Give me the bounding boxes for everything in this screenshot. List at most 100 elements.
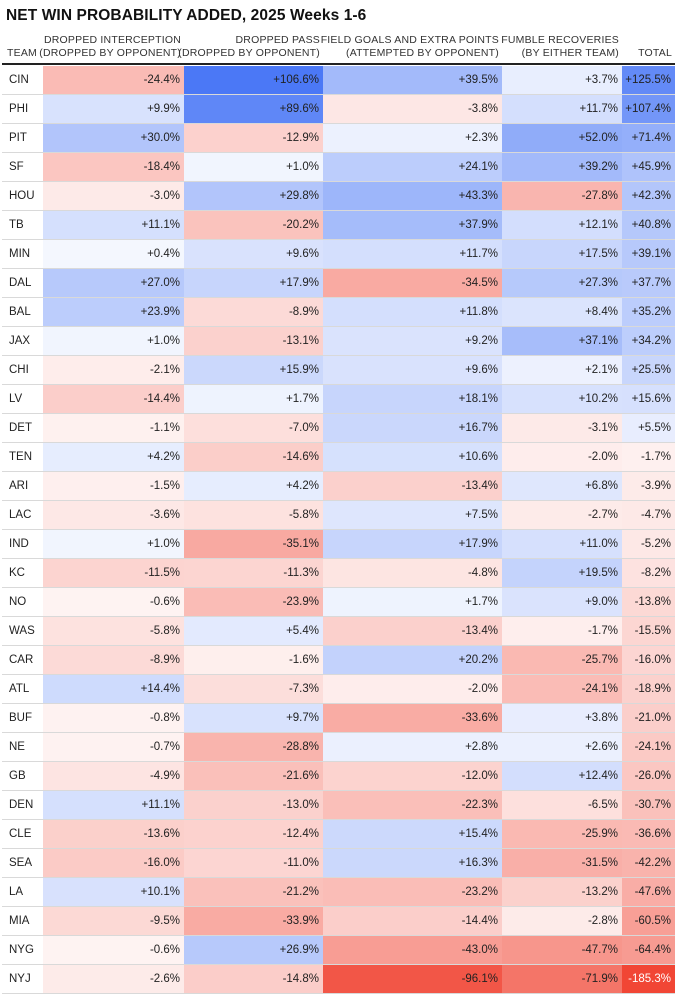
value-cell-fg: -12.0% <box>323 762 502 790</box>
value-cell-fg: +17.9% <box>323 530 502 558</box>
value-cell-di: -5.8% <box>43 617 184 645</box>
value-cell-fg: +2.3% <box>323 124 502 152</box>
value-cell-dp: -11.0% <box>184 849 323 877</box>
value-cell-total: -15.5% <box>622 617 675 645</box>
column-header-line: (ATTEMPTED BY OPPONENT) <box>346 47 499 59</box>
value-cell-dp: +26.9% <box>184 936 323 964</box>
team-cell: KC <box>9 567 25 579</box>
team-cell: TEN <box>9 451 32 463</box>
value-cell-dp: +29.8% <box>184 182 323 210</box>
value-cell-di: +11.1% <box>43 791 184 819</box>
value-cell-dp: -8.9% <box>184 298 323 326</box>
value-cell-fg: -43.0% <box>323 936 502 964</box>
value-cell-total: -5.2% <box>622 530 675 558</box>
value-cell-fr: +12.1% <box>502 211 622 239</box>
value-cell-total: +45.9% <box>622 153 675 181</box>
value-cell-fg: +43.3% <box>323 182 502 210</box>
row-divider <box>2 268 675 269</box>
value-cell-dp: -7.0% <box>184 414 323 442</box>
value-cell-fr: -31.5% <box>502 849 622 877</box>
value-cell-dp: +89.6% <box>184 95 323 123</box>
value-cell-fr: +37.1% <box>502 327 622 355</box>
value-cell-fr: +19.5% <box>502 559 622 587</box>
team-cell: NYJ <box>9 973 31 985</box>
value-cell-fg: +9.2% <box>323 327 502 355</box>
team-cell: GB <box>9 770 26 782</box>
value-cell-fg: -13.4% <box>323 472 502 500</box>
value-cell-di: -0.6% <box>43 588 184 616</box>
column-header-fg: FIELD GOALS AND EXTRA POINTS (ATTEMPTED B… <box>321 34 499 60</box>
value-cell-fr: -3.1% <box>502 414 622 442</box>
value-cell-fr: -2.8% <box>502 907 622 935</box>
row-divider <box>2 906 675 907</box>
value-cell-di: +23.9% <box>43 298 184 326</box>
value-cell-fr: +17.5% <box>502 240 622 268</box>
row-divider <box>2 935 675 936</box>
row-divider <box>2 790 675 791</box>
value-cell-total: +25.5% <box>622 356 675 384</box>
value-cell-dp: +15.9% <box>184 356 323 384</box>
value-cell-total: +107.4% <box>622 95 675 123</box>
value-cell-fr: -25.9% <box>502 820 622 848</box>
column-header-line: (DROPPED BY OPPONENT) <box>39 47 181 59</box>
value-cell-dp: +5.4% <box>184 617 323 645</box>
team-cell: PHI <box>9 103 29 115</box>
value-cell-fr: +12.4% <box>502 762 622 790</box>
row-divider <box>2 674 675 675</box>
team-cell: CIN <box>9 74 29 86</box>
value-cell-total: +34.2% <box>622 327 675 355</box>
value-cell-total: -4.7% <box>622 501 675 529</box>
team-cell: IND <box>9 538 29 550</box>
row-divider <box>2 819 675 820</box>
column-header-line: (DROPPED BY OPPONENT) <box>178 47 320 59</box>
value-cell-total: +35.2% <box>622 298 675 326</box>
value-cell-fr: +3.8% <box>502 704 622 732</box>
value-cell-fg: +9.6% <box>323 356 502 384</box>
row-divider <box>2 761 675 762</box>
value-cell-dp: +9.6% <box>184 240 323 268</box>
value-cell-dp: -12.9% <box>184 124 323 152</box>
header-rule <box>2 63 675 65</box>
row-divider <box>2 848 675 849</box>
value-cell-fg: -22.3% <box>323 791 502 819</box>
value-cell-di: -0.6% <box>43 936 184 964</box>
value-cell-fg: +11.8% <box>323 298 502 326</box>
value-cell-di: +14.4% <box>43 675 184 703</box>
value-cell-fr: +6.8% <box>502 472 622 500</box>
value-cell-fg: -33.6% <box>323 704 502 732</box>
value-cell-di: +27.0% <box>43 269 184 297</box>
value-cell-di: -24.4% <box>43 66 184 94</box>
column-header-total: TOTAL <box>638 34 672 60</box>
value-cell-dp: -13.0% <box>184 791 323 819</box>
value-cell-dp: -20.2% <box>184 211 323 239</box>
team-cell: DEN <box>9 799 34 811</box>
value-cell-fg: -23.2% <box>323 878 502 906</box>
value-cell-di: -2.6% <box>43 965 184 993</box>
value-cell-fg: +7.5% <box>323 501 502 529</box>
value-cell-di: -16.0% <box>43 849 184 877</box>
value-cell-dp: -14.6% <box>184 443 323 471</box>
value-cell-dp: +106.6% <box>184 66 323 94</box>
value-cell-fg: +24.1% <box>323 153 502 181</box>
value-cell-total: +37.7% <box>622 269 675 297</box>
value-cell-total: -60.5% <box>622 907 675 935</box>
value-cell-fr: +11.0% <box>502 530 622 558</box>
value-cell-fg: +10.6% <box>323 443 502 471</box>
value-cell-total: -21.0% <box>622 704 675 732</box>
column-header-line: DROPPED INTERCEPTION <box>43 34 181 46</box>
value-cell-fr: +9.0% <box>502 588 622 616</box>
value-cell-fr: -13.2% <box>502 878 622 906</box>
value-cell-fg: -34.5% <box>323 269 502 297</box>
value-cell-fr: -6.5% <box>502 791 622 819</box>
row-divider <box>2 993 675 994</box>
row-divider <box>2 500 675 501</box>
row-divider <box>2 297 675 298</box>
value-cell-fg: -3.8% <box>323 95 502 123</box>
team-cell: BAL <box>9 306 31 318</box>
value-cell-total: -42.2% <box>622 849 675 877</box>
team-cell: CHI <box>9 364 29 376</box>
value-cell-fr: -27.8% <box>502 182 622 210</box>
value-cell-fg: +39.5% <box>323 66 502 94</box>
row-divider <box>2 645 675 646</box>
value-cell-fr: -1.7% <box>502 617 622 645</box>
